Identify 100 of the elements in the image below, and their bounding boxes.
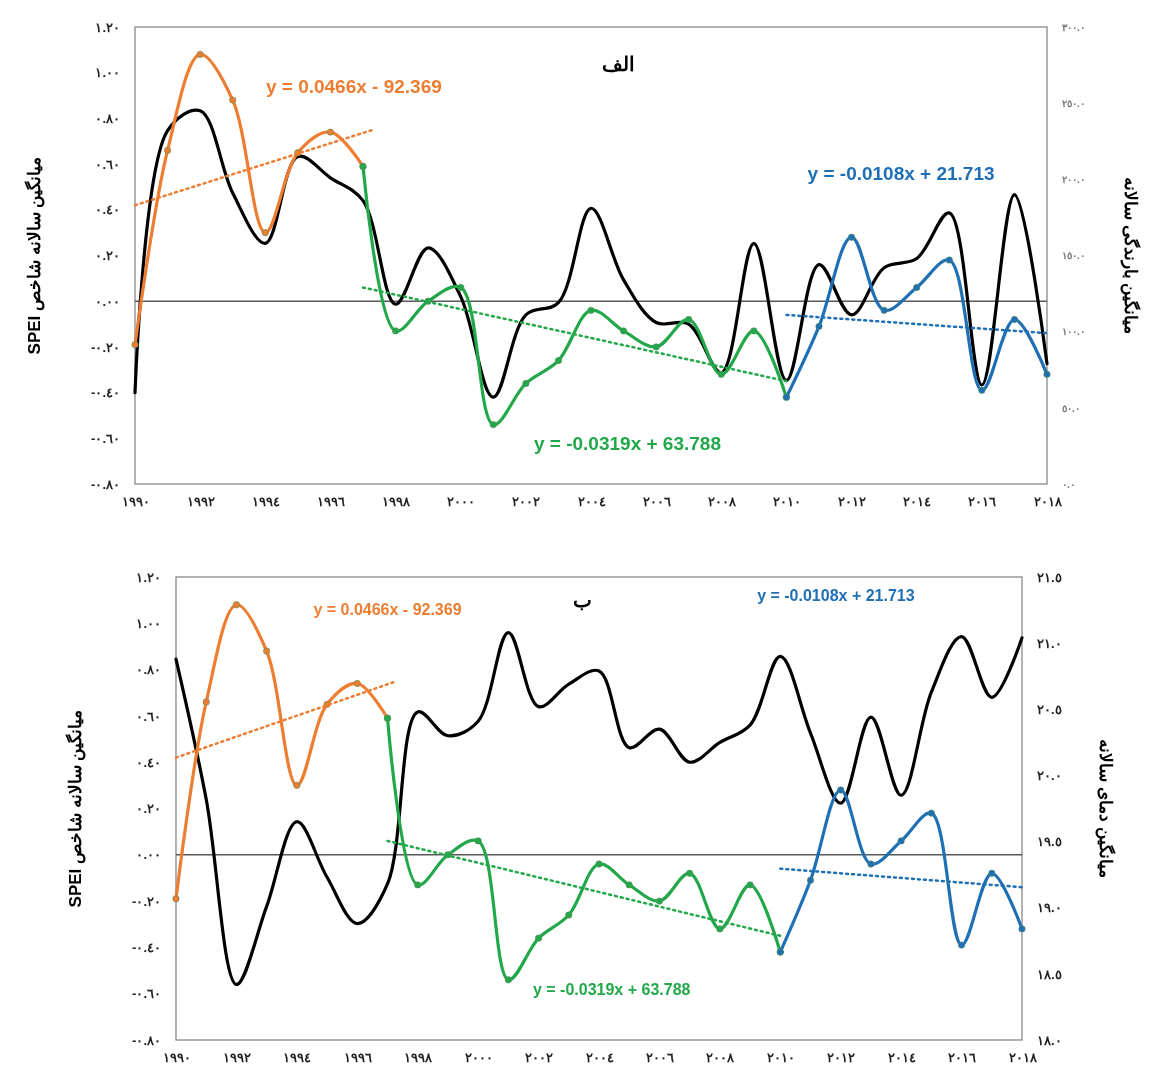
x-tick-label: ۲۰۱٤ <box>903 494 932 510</box>
y2-tick-label: ۱۹.۰ <box>1037 900 1062 916</box>
point <box>815 322 823 330</box>
point <box>202 698 210 706</box>
point <box>444 851 452 859</box>
y2-tick-label: ۱۸.۰ <box>1037 1032 1062 1048</box>
point <box>897 837 905 845</box>
y2-tick-label: ۲۰۰.۰ <box>1062 174 1085 186</box>
y2-tick-label: ۳۰۰.۰ <box>1062 21 1085 33</box>
point <box>504 976 512 984</box>
annotation: y = -0.0108x + 21.713 <box>757 587 915 605</box>
point <box>655 897 663 905</box>
y2-tick-label: ۰.۰ <box>1062 478 1075 490</box>
x-tick-label: ۲۰۱٤ <box>887 1050 916 1066</box>
x-tick-label: ۲۰۱۸ <box>1033 494 1063 510</box>
point <box>522 379 530 387</box>
point <box>625 881 633 889</box>
x-tick-label: ۲۰۱٦ <box>968 494 997 510</box>
y-tick-label: ۱.۰۰ <box>136 615 161 631</box>
point <box>554 357 562 365</box>
text: ب <box>572 589 592 612</box>
x-tick-label: ۲۰۰۰ <box>464 1050 493 1066</box>
point <box>945 256 953 264</box>
y-tick-label: ۰.٤۰ <box>95 202 120 218</box>
x-tick-label: ۱۹۹۰ <box>121 494 150 510</box>
y-tick-label: -۰.۲۰ <box>132 893 161 909</box>
x-tick-label: ۲۰۰۲ <box>525 1050 554 1066</box>
point <box>988 869 996 877</box>
point <box>750 327 758 335</box>
x-tick-label: ۲۰۰٤ <box>577 494 606 510</box>
point <box>414 881 422 889</box>
x-tick-label: ۲۰۱۰ <box>772 494 801 510</box>
annotation: y = 0.0466x - 92.369 <box>313 601 462 619</box>
point <box>535 934 543 942</box>
y-tick-label: ۰.۰۰ <box>95 293 120 309</box>
y-tick-label: ۱.۲۰ <box>136 569 161 585</box>
x-tick-label: ۱۹۹٦ <box>343 1050 372 1066</box>
x-tick-label: ۱۹۹۸ <box>382 494 412 510</box>
x-tick-label: ۲۰۰۰ <box>447 494 476 510</box>
y-tick-label: -۰.٤۰ <box>91 385 120 401</box>
point <box>880 306 888 314</box>
y-tick-label: ۰.٦۰ <box>95 156 120 172</box>
point <box>1018 925 1026 933</box>
x-tick-label: ۱۹۹٤ <box>283 1050 312 1066</box>
x-tick-label: ۲۰۱۲ <box>827 1050 856 1066</box>
point <box>978 386 986 394</box>
y2-tick-label: ۲۱.۰ <box>1037 635 1062 651</box>
x-tick-label: ۲۰۱۸ <box>1008 1050 1038 1066</box>
y-tick-label: -۰.۸۰ <box>91 476 120 492</box>
y-tick-label: ۱.۲۰ <box>95 19 120 35</box>
x-tick-label: ۲۰۰٦ <box>645 1050 674 1066</box>
point <box>746 881 754 889</box>
point <box>807 876 814 884</box>
y2-tick-label: ۲٥۰.۰ <box>1062 97 1085 109</box>
point <box>867 860 875 868</box>
y-tick-label: -۰.۲۰ <box>91 339 120 355</box>
y2-axis-title: میانگین دمای سالانه <box>1095 739 1116 878</box>
point <box>424 297 432 305</box>
y2-tick-label: ۲۱.٥ <box>1037 569 1062 585</box>
x-tick-label: ۱۹۹۸ <box>404 1050 434 1066</box>
y-tick-label: ۰.۸۰ <box>136 662 161 678</box>
point <box>595 860 603 868</box>
x-tick-label: ۱۹۹۲ <box>186 494 215 510</box>
point <box>392 327 400 335</box>
y-tick-label: -۰.٦۰ <box>132 986 161 1002</box>
point <box>587 306 595 314</box>
point <box>565 911 573 919</box>
x-tick-label: ۱۹۹۲ <box>222 1050 251 1066</box>
y-tick-label: ۰.۲۰ <box>95 248 120 264</box>
point <box>837 786 845 794</box>
point <box>261 229 269 237</box>
x-tick-label: ۱۹۹٤ <box>251 494 280 510</box>
y-axis-title: میانگین سالانه شاخص SPEI <box>65 709 86 908</box>
point <box>196 50 204 58</box>
x-tick-label: ۲۰۱٦ <box>948 1050 977 1066</box>
point <box>489 421 497 429</box>
text: الف <box>601 52 635 75</box>
x-tick-label: ۲۰۰۸ <box>706 1050 736 1066</box>
line-series <box>133 108 1049 399</box>
y2-tick-label: ۲۰.٥ <box>1037 701 1062 717</box>
point <box>620 327 628 335</box>
x-tick-label: ۲۰۰۲ <box>512 494 541 510</box>
annotation: y = -0.0319x + 63.788 <box>532 980 691 998</box>
y2-tick-label: ۱۸.٥ <box>1037 966 1062 982</box>
point <box>229 96 237 104</box>
point <box>927 809 935 817</box>
point <box>1043 370 1051 378</box>
y-tick-label: ۰.۲۰ <box>136 801 161 817</box>
point <box>686 869 694 877</box>
y-tick-label: -۰.٤۰ <box>132 940 161 956</box>
point <box>685 315 693 323</box>
y-tick-label: -۰.۸۰ <box>132 1032 161 1048</box>
point <box>164 146 172 154</box>
point <box>263 647 271 655</box>
x-tick-label: ۲۰۰۸ <box>707 494 737 510</box>
y-tick-label: ۰.۰۰ <box>136 847 161 863</box>
point <box>131 341 139 349</box>
y2-tick-label: ۱۰۰.۰ <box>1062 326 1085 338</box>
y2-axis-title: میانگین بارندگی سالانه <box>1120 176 1141 335</box>
point <box>652 343 660 351</box>
